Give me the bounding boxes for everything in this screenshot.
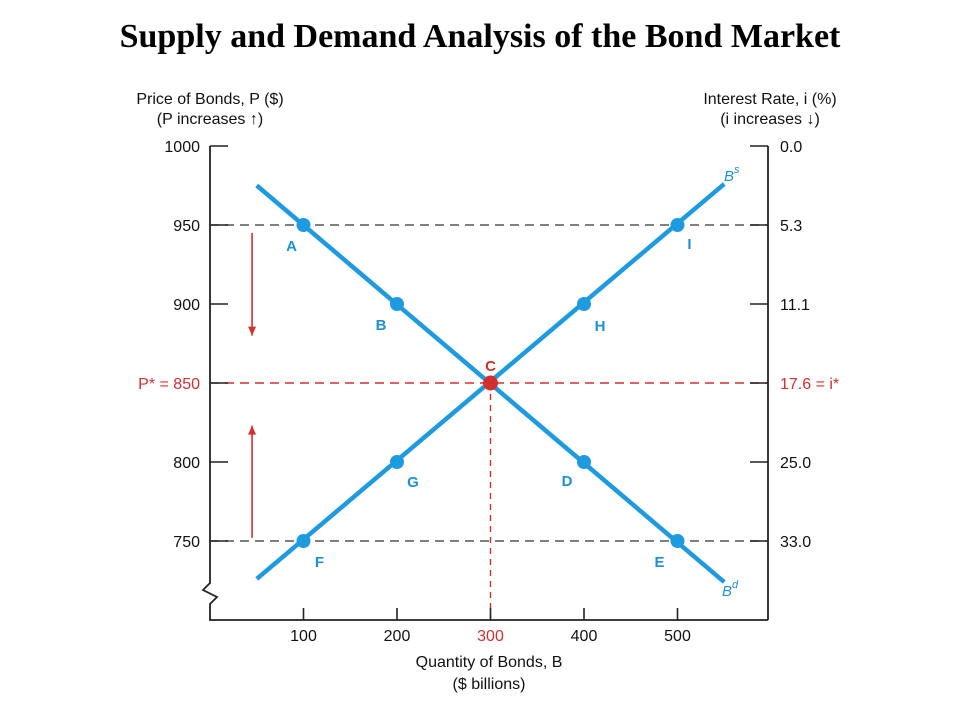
point-marker-e [670,534,685,548]
y-left-tick-label: 1000 [164,139,200,156]
point-marker-h [577,297,591,311]
y-right-tick-label: 5.3 [780,218,802,235]
point-label-c: C [485,358,496,375]
point-label-b: B [376,317,387,334]
x-axis-label-2: ($ billions) [453,676,526,693]
point-label-h: H [595,318,606,335]
reference-lines [210,224,768,620]
point-label-e: E [654,554,664,571]
curve-label-base: B [724,168,734,185]
point-marker-d [577,455,591,469]
arrowhead-up [248,425,257,435]
point-marker-a [296,218,311,232]
y-left-tick-label: 750 [173,534,200,551]
point-marker-f [296,534,311,548]
y-right-tick-label: 17.6 = i* [780,376,839,393]
y-left-tick-label: 900 [173,297,200,314]
point-marker-b [390,297,404,311]
point-label-g: G [407,474,419,491]
x-tick-label: 400 [571,628,598,645]
point-marker-i [670,218,685,232]
curve-label-superscript: s [734,164,740,176]
arrowhead-down [248,326,257,336]
x-tick-label: 500 [664,628,691,645]
x-tick-label: 100 [290,628,317,645]
y-right-tick-label: 25.0 [780,455,811,472]
point-marker-c [483,375,498,391]
point-markers: A B C D E F G H I [286,218,692,571]
y-left-label-1: Price of Bonds, P ($) [136,91,283,108]
axis-ticks: 1000 0.0 950 5.3 900 11.1 P* = 850 17.6 = i* 800… [138,139,839,645]
curve-label-Bd: Bd [722,579,739,600]
y-right-label-2: (i increases ↓) [720,111,820,128]
x-tick-label: 300 [477,628,504,645]
point-marker-g [390,455,404,469]
curve-label-Bs: Bs [724,164,740,185]
x-tick-label: 200 [384,628,411,645]
y-right-label-1: Interest Rate, i (%) [703,91,836,108]
y-right-tick-label: 11.1 [780,297,810,314]
page-title: Supply and Demand Analysis of the Bond M… [119,18,841,55]
curve-label-base: B [722,583,732,600]
x-axis-label-1: Quantity of Bonds, B [416,654,563,671]
y-left-label-2: (P increases ↑) [157,111,263,128]
curve-label-superscript: d [732,579,739,591]
point-label-i: I [687,236,691,253]
y-right-tick-label: 0.0 [780,139,802,156]
y-left-tick-label: 800 [173,455,200,472]
point-label-d: D [562,473,573,490]
point-label-f: F [315,554,324,571]
y-right-tick-label: 33.0 [780,534,811,551]
point-label-a: A [286,238,297,255]
y-left-tick-label: P* = 850 [138,376,200,393]
y-left-tick-label: 950 [173,218,200,235]
